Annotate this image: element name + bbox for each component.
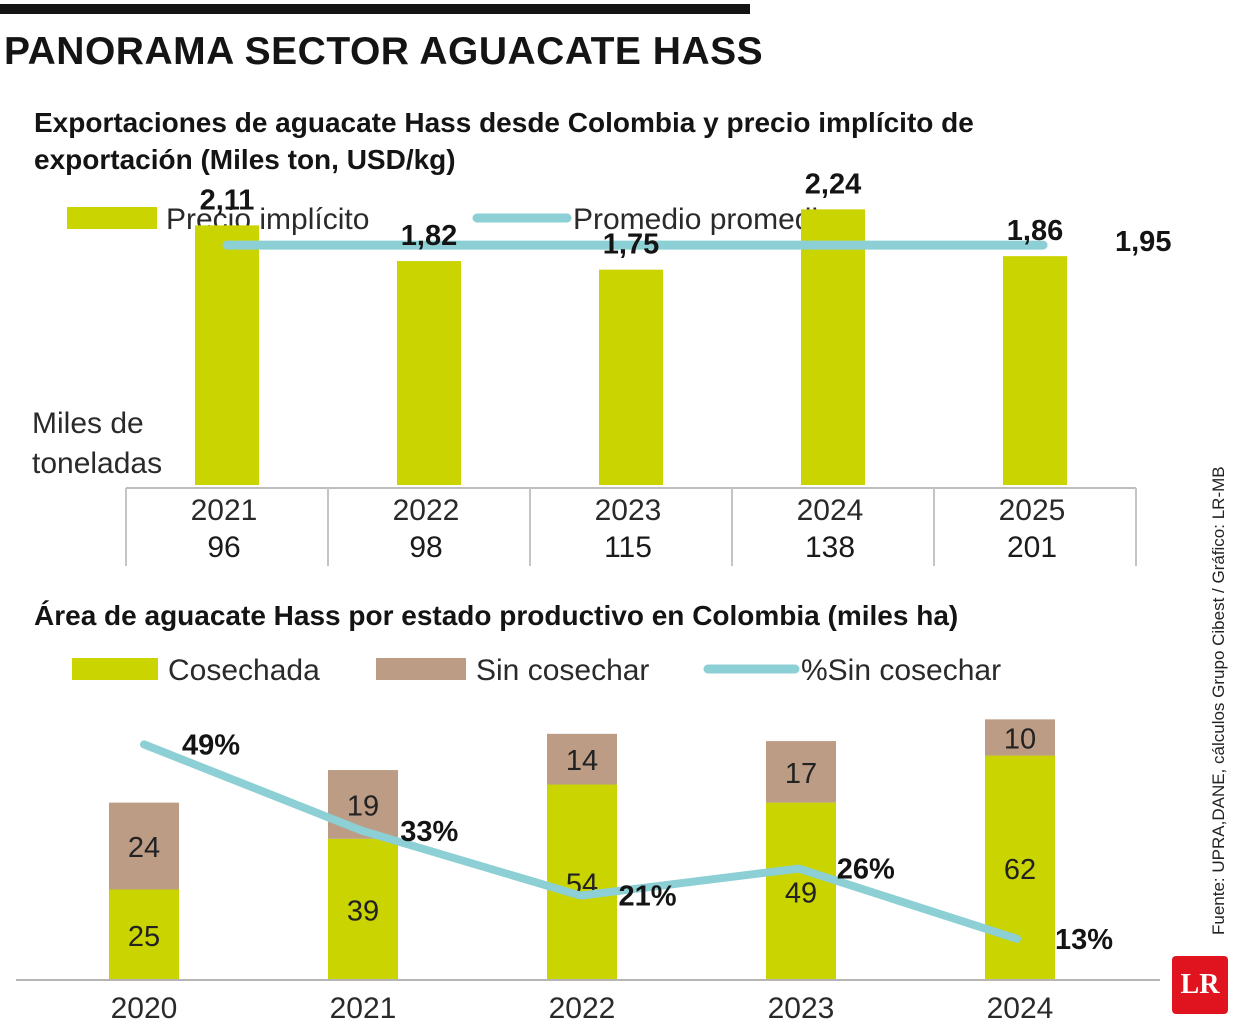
pct-label-2021: 33%: [400, 816, 458, 848]
legend-label-unharvested: Sin cosechar: [476, 654, 649, 687]
export-tons-2022: 98: [409, 531, 442, 564]
area-year-2020: 2020: [111, 992, 178, 1025]
area-chart-title: Área de aguacate Hass por estado product…: [34, 600, 959, 631]
price-label-2023: 1,75: [603, 229, 659, 261]
export-tons-2025: 201: [1007, 531, 1057, 564]
pct-line-group: 49% 33% 21% 26% 13%: [140, 729, 1113, 956]
harvested-value-2021: 39: [347, 895, 379, 927]
unharvested-bar-2022: [547, 733, 617, 785]
unharvested-value-2023: 17: [785, 758, 817, 790]
area-year-2021: 2021: [330, 992, 397, 1025]
area-year-2022: 2022: [549, 992, 616, 1025]
lr-logo: LR: [1172, 956, 1228, 1014]
tons-table: 2021 96 2022 98 2023 115 2024 138 2025 201: [125, 487, 1137, 566]
export-year-2025: 2025: [999, 494, 1066, 527]
export-tons-2021: 96: [207, 531, 240, 564]
legend-label-average: Promedio promedio: [573, 203, 835, 236]
area-x-axis: 2020 2021 2022 2023 2024: [16, 979, 1160, 1025]
harvested-bar-2020: [109, 889, 179, 980]
export-year-2021: 2021: [191, 494, 258, 527]
export-year-2024: 2024: [797, 494, 864, 527]
export-tons-2024: 138: [805, 531, 855, 564]
pct-label-2020: 49%: [182, 729, 240, 761]
price-label-2021: 2,11: [200, 184, 255, 216]
harvested-bar-2021: [328, 838, 398, 980]
average-line-group: 1,95: [222, 226, 1171, 258]
unharvested-value-2024: 10: [1004, 723, 1036, 755]
unharvested-value-2022: 14: [566, 745, 598, 777]
harvested-bar-2023: [766, 802, 836, 980]
unharvested-bar-2020: [109, 802, 179, 890]
legend-label-pct: %Sin cosechar: [801, 654, 1001, 687]
price-bar-2021: [195, 225, 259, 485]
legend-swatch-price: [67, 207, 157, 229]
pct-unharvested-line: [140, 740, 1021, 943]
price-bar-2024: [801, 209, 865, 485]
price-label-2024: 2,24: [805, 168, 861, 200]
export-year-2023: 2023: [595, 494, 662, 527]
unharvested-bar-2024: [985, 719, 1055, 756]
harvested-bar-2024: [985, 755, 1055, 980]
harvested-value-2023: 49: [785, 877, 817, 909]
pct-label-2022: 21%: [619, 881, 677, 913]
harvested-value-2024: 62: [1004, 854, 1036, 886]
pct-label-2024: 13%: [1055, 924, 1113, 956]
average-value-label: 1,95: [1115, 226, 1171, 258]
price-labels: 2,11 1,82 1,75 2,24 1,86: [200, 168, 1064, 260]
legend-label-harvested: Cosechada: [168, 654, 320, 687]
unharvested-value-2021: 19: [347, 790, 379, 822]
tons-axis-label-line1: Miles de: [32, 407, 144, 440]
pct-label-2023: 26%: [837, 854, 895, 886]
legend-swatch-harvested: [72, 658, 158, 680]
top-rule: [0, 4, 750, 14]
page-title: PANORAMA SECTOR AGUACATE HASS: [4, 30, 764, 73]
price-bar-2025: [1003, 256, 1067, 485]
price-bars: [195, 209, 1067, 485]
area-year-2024: 2024: [987, 992, 1054, 1025]
export-chart-title: Exportaciones de aguacate Hass desde Col…: [34, 107, 974, 175]
price-bar-2022: [397, 261, 461, 485]
unharvested-bar-2023: [766, 741, 836, 803]
unharvested-value-2020: 24: [128, 832, 160, 864]
export-year-2022: 2022: [393, 494, 460, 527]
area-year-2023: 2023: [768, 992, 835, 1025]
source-note: Fuente: UPRA,DANE, cálculos Grupo Cibest…: [1209, 466, 1228, 935]
harvested-bar-2022: [547, 784, 617, 980]
tons-axis-label-line2: toneladas: [32, 447, 162, 480]
export-tons-2023: 115: [604, 531, 652, 564]
price-label-2025: 1,86: [1007, 215, 1063, 247]
price-bar-2023: [599, 269, 663, 485]
price-label-2022: 1,82: [401, 220, 457, 252]
legend-swatch-unharvested: [376, 658, 466, 680]
harvested-value-2020: 25: [128, 921, 160, 953]
